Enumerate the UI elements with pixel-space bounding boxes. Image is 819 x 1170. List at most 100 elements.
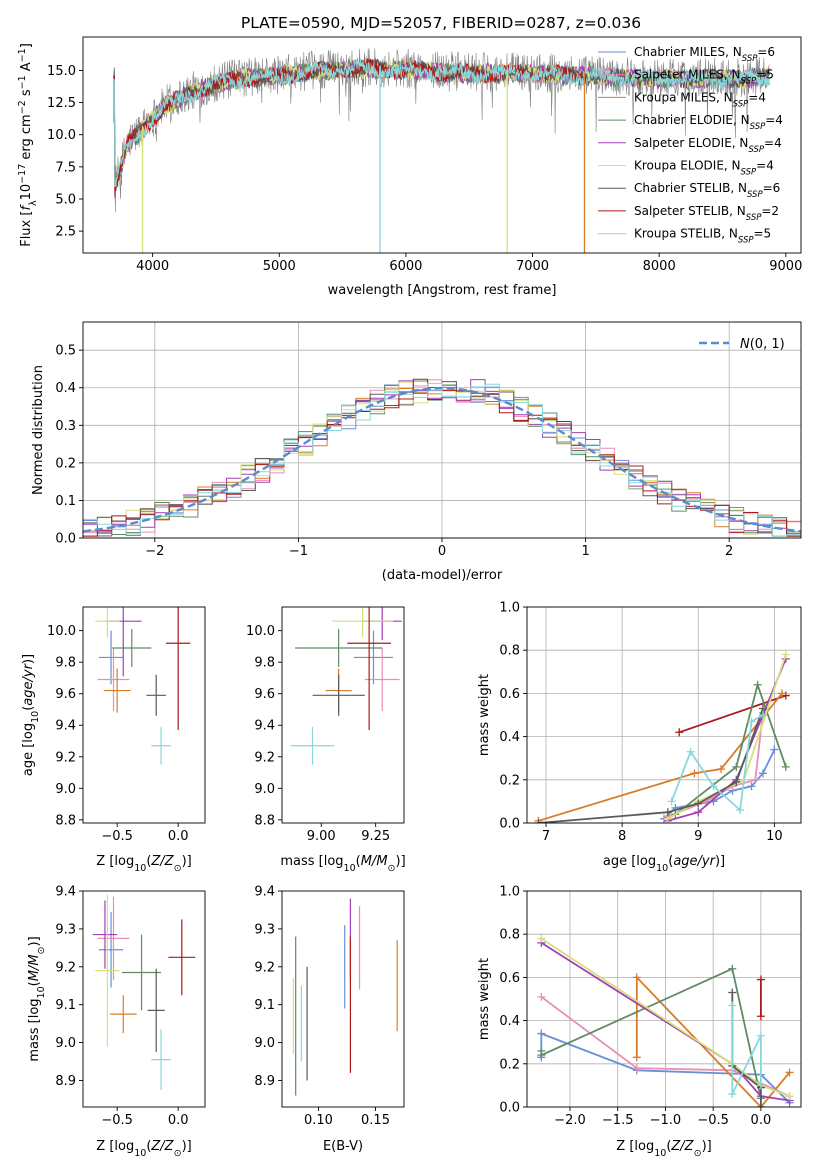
spectrum-legend: Chabrier MILES, NSSP=6 Salpeter MILES, NS…: [598, 45, 783, 246]
y-tick-label: 7.5: [55, 160, 76, 175]
legend-label: Kroupa MILES, NSSP=4: [634, 90, 766, 109]
y-axis-label: mass [log10(M/M⊙)]: [27, 936, 47, 1061]
weight-marker: [537, 992, 546, 1001]
weight-marker: [736, 806, 745, 815]
axes-frame: [526, 606, 802, 824]
x-tick-label: 9: [694, 829, 702, 844]
weight-marker: [758, 711, 767, 719]
weight-line-4: [540, 967, 762, 1099]
x-tick-label: −1: [289, 544, 308, 559]
weight-line-6: [540, 937, 790, 1098]
weight-marker: [537, 1029, 546, 1038]
x-tick-label: 0.0: [168, 829, 189, 844]
histogram-8: [83, 382, 801, 537]
y-tick-label: 0.1: [55, 494, 76, 509]
y-tick-label: 9.6: [55, 687, 76, 702]
y-tick-label: 0.4: [499, 730, 520, 745]
weight-marker: [758, 769, 767, 778]
y-tick-label: 8.8: [254, 813, 275, 828]
axes-residuals: −2 −1 0 1 2 0.0 0.1 0.2 0.3 0.4 0.5 (data-model)/er…: [31, 321, 802, 583]
y-tick-label: 9.4: [254, 719, 275, 734]
x-tick-label: −0.5: [101, 1113, 133, 1128]
axes-frame: [526, 890, 802, 1108]
y-tick-label: 9.3: [55, 922, 76, 937]
weight-marker: [747, 782, 756, 791]
x-tick-label: 7000: [516, 259, 549, 274]
y-tick-label: 0.2: [499, 1057, 520, 1072]
x-axis-label: wavelength [Angstrom, rest frame]: [328, 283, 557, 298]
y-tick-label: 0.3: [55, 419, 76, 434]
x-tick-label: 0.10: [304, 1113, 333, 1128]
weight-marker: [756, 1081, 765, 1090]
plot-area-mass_vs_ebv: [292, 898, 398, 1096]
y-tick-label: 10.0: [47, 624, 76, 639]
weight-marker: [753, 680, 762, 689]
axes-frame: [281, 606, 405, 824]
weight-marker: [732, 762, 741, 771]
weight-marker: [632, 1064, 641, 1073]
y-tick-label: 0.5: [55, 344, 76, 359]
axes-age_vs_Z: −0.5 0.0 8.8 9.0 9.2 9.4 9.6 9.8 10.0 Z [log10(Z/…: [21, 606, 206, 874]
weight-marker: [537, 934, 546, 943]
legend-label: Chabrier ELODIE, NSSP=4: [634, 113, 783, 132]
weight-marker: [728, 1001, 737, 1010]
y-tick-label: 9.0: [254, 1036, 275, 1051]
weight-line-4: [674, 681, 787, 816]
weight-line-5: [667, 658, 787, 822]
weight-marker: [534, 819, 543, 823]
axes-age_vs_mass: 9.00 9.25 8.8 9.0 9.2 9.4 9.6 9.8 10.0 mass [log1…: [246, 606, 406, 874]
x-axis-label: age [log10(age/yr)]: [603, 854, 725, 874]
weight-line-7: [731, 992, 762, 1107]
legend-label: Kroupa ELODIE, NSSP=4: [634, 159, 774, 178]
weight-marker: [632, 1053, 641, 1062]
y-axis-label: Flux [fλ10−17 erg cm−2 s−1 A−1]: [17, 43, 39, 247]
weight-marker: [728, 1090, 737, 1099]
y-axis-label: age [log10(age/yr)]: [21, 654, 41, 776]
weight-marker: [717, 765, 726, 773]
x-tick-label: −2: [145, 544, 164, 559]
axes-weight_vs_Z: −2.0 −1.5 −1.0 −0.5 0.0 0.0 0.2 0.4 0.6 0.8 1.0 Z […: [477, 885, 802, 1159]
x-tick-label: 2: [725, 544, 733, 559]
weight-marker: [732, 777, 741, 786]
weight-marker: [751, 775, 760, 784]
y-tick-label: 0.8: [499, 928, 520, 943]
legend-label: Chabrier MILES, NSSP=6: [634, 45, 775, 64]
x-axis-label: Z [log10(Z/Z⊙)]: [96, 854, 191, 874]
y-tick-label: 0.0: [499, 1101, 520, 1116]
x-tick-label: 8000: [643, 259, 676, 274]
weight-marker: [781, 762, 790, 771]
weight-line-5: [540, 942, 790, 1102]
y-tick-label: 0.2: [55, 456, 76, 471]
weight-marker: [756, 975, 765, 984]
charts: 4000 5000 6000 7000 8000 90002.55.07.510.012.…: [17, 36, 802, 1159]
y-tick-label: 9.0: [55, 1036, 76, 1051]
y-tick-label: 1.0: [499, 885, 520, 900]
weight-marker: [694, 799, 703, 808]
x-tick-label: 0.15: [361, 1113, 390, 1128]
y-tick-label: 9.8: [254, 656, 275, 671]
x-axis-label: E(B-V): [323, 1139, 363, 1154]
y-axis-label: mass weight: [477, 958, 492, 1040]
weight-marker: [686, 747, 695, 756]
weight-marker: [770, 745, 779, 754]
plot-area-spectrum: [112, 48, 770, 253]
y-tick-label: 9.2: [55, 960, 76, 975]
weight-marker: [781, 650, 790, 659]
weight-marker: [675, 728, 684, 737]
x-tick-label: 0: [438, 544, 446, 559]
y-tick-label: 9.4: [55, 885, 76, 900]
x-axis-label: Z [log10(Z/Z⊙)]: [616, 1139, 711, 1159]
x-tick-label: 6000: [389, 259, 422, 274]
y-tick-label: 9.0: [254, 782, 275, 797]
y-axis-label: mass weight: [477, 674, 492, 756]
x-tick-label: −0.5: [697, 1113, 729, 1128]
x-tick-label: 1: [581, 544, 589, 559]
y-tick-label: 9.2: [55, 750, 76, 765]
plot-area-mass_vs_Z: [92, 894, 196, 1090]
y-tick-label: 12.5: [47, 96, 76, 111]
weight-marker: [690, 769, 699, 778]
weight-marker: [709, 782, 718, 791]
y-tick-label: 9.1: [55, 998, 76, 1013]
histogram-legend: N(0, 1): [699, 337, 785, 352]
normal-curve: [83, 386, 801, 533]
